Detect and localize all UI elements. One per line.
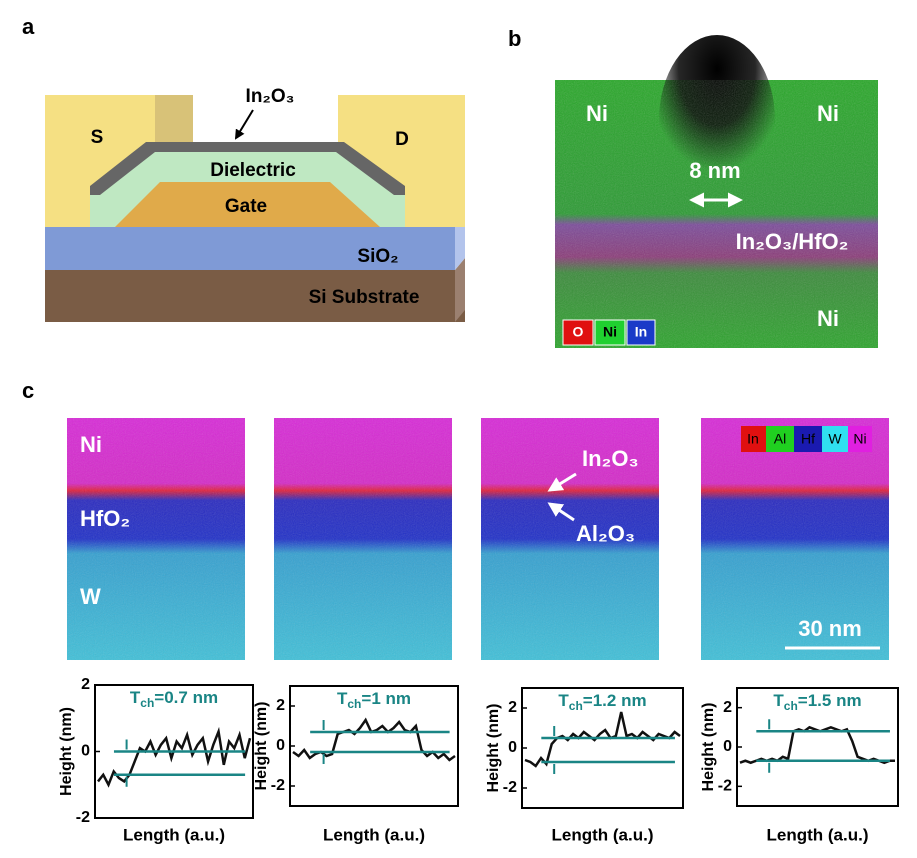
pointer-arrow (547, 502, 575, 522)
y-tick-label: 0 (81, 743, 90, 760)
legend-label: In (747, 431, 759, 447)
profile-title: Tch=1 nm (337, 689, 411, 711)
device-label: In₂O₃ (246, 86, 295, 107)
profile-title: Tch=0.7 nm (130, 688, 218, 710)
eds-map (555, 35, 878, 348)
profile-chart: -2 0 2 Tch=1.5 nm Length (a.u.) Height (nm) (700, 687, 899, 844)
title-part: ch (569, 699, 583, 713)
map-label: Ni (817, 101, 839, 126)
legend-label: Ni (853, 431, 866, 447)
title-part: T (130, 688, 141, 707)
y-tick-label: 2 (276, 697, 285, 714)
legend-label: Al (774, 431, 786, 447)
map-label: Al₂O₃ (576, 521, 635, 546)
title-part: T (558, 691, 569, 710)
panel-label: b (508, 26, 521, 51)
legend-label: W (828, 431, 842, 447)
y-tick-label: -2 (718, 778, 732, 795)
plot-frame (94, 684, 254, 819)
map-label: Ni (80, 432, 102, 457)
plot-frame (521, 687, 684, 809)
profile-title: Tch=1.5 nm (773, 691, 861, 713)
device-label: Dielectric (210, 160, 296, 181)
device-label: S (91, 127, 104, 148)
device-label: SiO₂ (357, 246, 398, 267)
y-tick-label: 0 (723, 738, 732, 755)
panel-label: a (22, 14, 35, 39)
map-label: Ni (817, 306, 839, 331)
y-axis-label: Height (nm) (485, 704, 502, 793)
y-axis-label: Height (nm) (58, 707, 75, 796)
y-tick-label: -2 (271, 777, 285, 794)
map-label: In₂O₃/HfO₂ (736, 229, 849, 254)
x-axis-label: Length (a.u.) (323, 825, 425, 844)
title-part: =1.5 nm (798, 691, 862, 710)
title-part: =1.2 nm (583, 691, 647, 710)
profile-chart: -2 0 2 Tch=0.7 nm Length (a.u.) Height (nm) (58, 676, 254, 844)
x-axis-label: Length (a.u.) (552, 825, 654, 844)
title-part: T (337, 689, 348, 708)
device-schematic (45, 95, 465, 322)
x-axis-label: Length (a.u.) (123, 825, 225, 844)
y-axis-label: Height (nm) (253, 702, 270, 791)
y-tick-label: -2 (76, 809, 90, 826)
y-tick-label: 2 (81, 676, 90, 693)
y-tick-label: 2 (723, 699, 732, 716)
pointer-arrow (234, 109, 254, 140)
panel-label: c (22, 378, 34, 403)
map-label: In₂O₃ (582, 446, 639, 471)
profile-chart: -2 0 2 Tch=1 nm Length (a.u.) Height (nm) (253, 685, 459, 844)
y-tick-label: 0 (508, 739, 517, 756)
legend (741, 426, 872, 452)
y-tick-label: -2 (503, 779, 517, 796)
title-part: ch (784, 699, 798, 713)
profile-title: Tch=1.2 nm (558, 691, 646, 713)
title-part: ch (347, 697, 361, 711)
plot-frame (289, 685, 459, 807)
map-label: W (80, 584, 101, 609)
plot-frame (736, 687, 899, 807)
y-tick-label: 2 (508, 699, 517, 716)
scale-label: 30 nm (798, 616, 862, 641)
device-label: Si Substrate (309, 287, 420, 308)
title-part: T (773, 691, 784, 710)
map-label: 8 nm (689, 158, 740, 183)
profile-line (292, 717, 456, 762)
profile-line (739, 725, 895, 765)
pointer-arrow (547, 472, 577, 492)
profile-chart: -2 0 2 Tch=1.2 nm Length (a.u.) Height (nm) (485, 687, 684, 844)
device-label: Gate (225, 196, 267, 217)
map-label: Ni (586, 101, 608, 126)
legend-label: O (573, 324, 584, 340)
legend-label: In (635, 324, 647, 340)
eds-maps (67, 418, 889, 660)
y-axis-label: Height (nm) (700, 703, 717, 792)
profile-line (97, 726, 252, 788)
legend (562, 319, 656, 346)
title-part: ch (140, 696, 154, 710)
y-tick-label: 0 (276, 737, 285, 754)
legend-label: Hf (801, 431, 815, 447)
map-label: HfO₂ (80, 506, 130, 531)
legend-label: Ni (603, 324, 617, 340)
device-label: D (395, 129, 409, 150)
title-part: =1 nm (361, 689, 411, 708)
x-axis-label: Length (a.u.) (767, 825, 869, 844)
title-part: =0.7 nm (154, 688, 218, 707)
